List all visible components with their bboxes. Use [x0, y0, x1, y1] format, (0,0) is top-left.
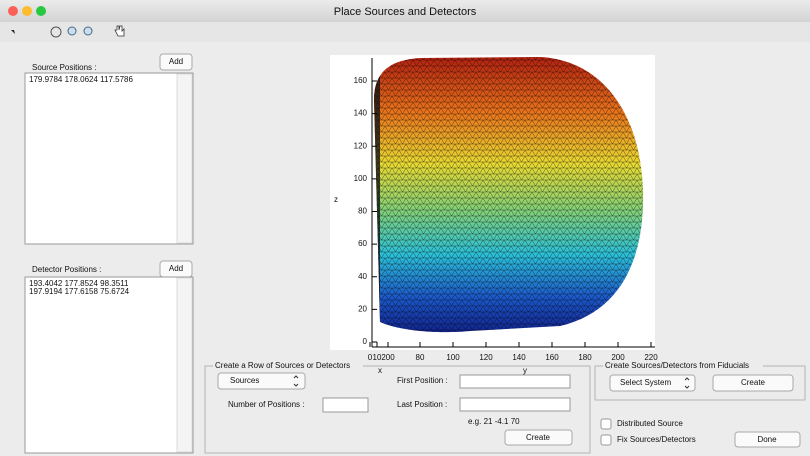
z-tick-label: 160	[354, 76, 368, 85]
button-label: Add	[169, 57, 183, 66]
z-tick-label: 20	[358, 304, 367, 313]
head-mesh	[370, 55, 650, 340]
z-tick-label: 0	[363, 337, 368, 346]
list-item: 179.9784 178.0624 117.5786	[29, 75, 134, 84]
zoom-in-tool[interactable]	[68, 27, 76, 35]
number-label: Number of Positions :	[228, 400, 304, 409]
last-input[interactable]	[460, 398, 570, 411]
z-tick-label: 40	[358, 272, 367, 281]
window: Place Sources and Detectors Source Posit…	[0, 0, 810, 456]
z-tick-label: 80	[358, 207, 367, 216]
y-tick-label: 80	[416, 353, 425, 362]
type-popup[interactable]: Sources	[218, 373, 305, 389]
list-item: 197.9194 177.6158 75.6724	[29, 287, 130, 296]
z-tick-label: 120	[354, 141, 368, 150]
x-tick-label: 200	[381, 353, 395, 362]
z-label: z	[334, 195, 338, 204]
create-row-button[interactable]: Create	[505, 430, 572, 445]
first-input[interactable]	[460, 375, 570, 388]
z-tick-label: 60	[358, 239, 367, 248]
window-title: Place Sources and Detectors	[334, 6, 477, 18]
fix-checkbox[interactable]	[601, 435, 611, 445]
z-tick-label: 140	[354, 109, 368, 118]
z-tick-label: 100	[354, 174, 368, 183]
detectors-label: Detector Positions :	[32, 265, 101, 274]
zoom[interactable]	[36, 6, 46, 16]
close[interactable]	[8, 6, 18, 16]
y-tick-label: 160	[545, 353, 559, 362]
create-fiducials-button[interactable]: Create	[713, 375, 793, 391]
system-popup[interactable]: Select System	[610, 375, 695, 391]
minimize[interactable]	[22, 6, 32, 16]
button-label: Create	[526, 433, 551, 442]
add-detector-button[interactable]: Add	[160, 261, 192, 277]
button-label: Add	[169, 264, 183, 273]
detector-list[interactable]	[25, 277, 193, 453]
first-label: First Position :	[397, 376, 448, 385]
button-label: Done	[757, 435, 777, 444]
sources-label: Source Positions :	[32, 63, 96, 72]
source-list[interactable]	[25, 73, 193, 244]
y-tick-label: 120	[479, 353, 493, 362]
button-label: Create	[741, 378, 766, 387]
popup-label: Sources	[230, 376, 259, 385]
fix-label: Fix Sources/Detectors	[617, 435, 696, 444]
y-label: y	[523, 366, 527, 375]
scrollbar[interactable]	[177, 74, 192, 243]
add-source-button[interactable]: Add	[160, 54, 192, 70]
y-tick-label: 180	[578, 353, 592, 362]
last-label: Last Position :	[397, 400, 447, 409]
hint: e.g. 21 -4.1 70	[468, 417, 520, 426]
scrollbar[interactable]	[177, 278, 192, 452]
fiducials-panel-title: Create Sources/Detectors from Fiducials	[605, 361, 749, 370]
distributed-checkbox[interactable]	[601, 419, 611, 429]
row-panel-title: Create a Row of Sources or Detectors	[215, 361, 350, 370]
zoom-out-tool[interactable]	[84, 27, 92, 35]
number-input[interactable]	[323, 398, 368, 412]
distributed-label: Distributed Source	[617, 419, 683, 428]
x-label: x	[378, 366, 382, 375]
y-tick-label: 140	[512, 353, 526, 362]
y-tick-label: 100	[446, 353, 460, 362]
done-button[interactable]: Done	[735, 432, 800, 447]
popup-label: Select System	[620, 378, 671, 387]
